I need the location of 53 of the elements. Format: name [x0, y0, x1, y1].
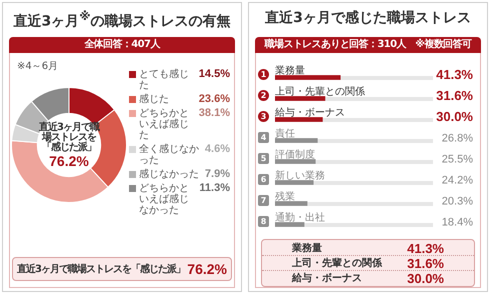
legend-label: どちらかといえば感じた — [139, 108, 190, 141]
category-label: 責任 — [275, 128, 295, 140]
bar — [275, 180, 314, 185]
data-label: 20.3% — [442, 196, 474, 208]
text: 7 — [258, 194, 269, 206]
data-label: 38.1% — [198, 107, 230, 119]
text: 上司・先輩との関係 — [292, 256, 382, 270]
data-label: 26.8% — [442, 132, 474, 145]
data-label: 18.4% — [442, 216, 474, 229]
data-label: 30.0% — [436, 109, 474, 124]
text: 31.6% — [407, 256, 444, 270]
chart-title: 直近3ヶ月$^{※}$の職場ストレスの有無 — [12, 9, 232, 31]
chart-subtitle: 職場ストレスありと回答：310人 ※複数回答可 — [255, 37, 481, 53]
legend-label: とても感じた — [139, 69, 190, 91]
category-label: 業務量 — [275, 66, 305, 76]
data-label: 24.2% — [442, 174, 474, 187]
text: 直近3ヶ月で職場ストレスを「感じた派」 — [17, 262, 185, 276]
legend-label: 感じなかった — [139, 169, 200, 180]
chart-subtitle: 全体回答：407人 — [9, 37, 235, 53]
chart-title: 直近3ヶ月で感じた職場ストレス — [264, 9, 472, 27]
data-label: 11.3% — [199, 182, 230, 194]
data-label: 4.6% — [204, 143, 230, 155]
text: 給与・ボーナス — [292, 272, 362, 285]
data-label: 25.5% — [442, 154, 474, 166]
text: 3 — [258, 110, 269, 122]
text: 76.2% — [187, 261, 227, 277]
text: 業務量 — [292, 242, 322, 255]
text: 4 — [258, 132, 269, 142]
category-label: 上司・先輩との関係 — [275, 86, 365, 98]
data-label: 14.5% — [198, 68, 230, 80]
data-label: 23.6% — [198, 93, 230, 105]
text: 8 — [258, 216, 269, 226]
text: 2 — [258, 90, 269, 100]
text: 1 — [258, 68, 269, 80]
text: 41.3% — [407, 240, 444, 256]
text: 76.2% — [48, 153, 90, 169]
category-label: 新しい業務 — [275, 170, 325, 182]
legend-label: どちらかといえば感じなかった — [139, 183, 190, 216]
legend-label: 全く感じなかった — [139, 144, 200, 166]
text: ※4～6月 — [17, 60, 58, 73]
category-label: 評価制度 — [275, 150, 315, 160]
category-label: 残業 — [275, 192, 295, 202]
category-label: 通勤・出社 — [275, 212, 325, 224]
text: 30.0% — [407, 270, 444, 286]
bar — [275, 222, 304, 227]
bar — [275, 201, 308, 206]
category-label: 給与・ボーナス — [275, 108, 345, 118]
text: 6 — [258, 174, 269, 184]
data-label: 41.3% — [436, 67, 474, 82]
legend-label: 感じた — [139, 94, 170, 105]
text: 5 — [258, 152, 269, 164]
data-label: 7.9% — [204, 168, 230, 180]
data-label: 31.6% — [436, 88, 474, 104]
